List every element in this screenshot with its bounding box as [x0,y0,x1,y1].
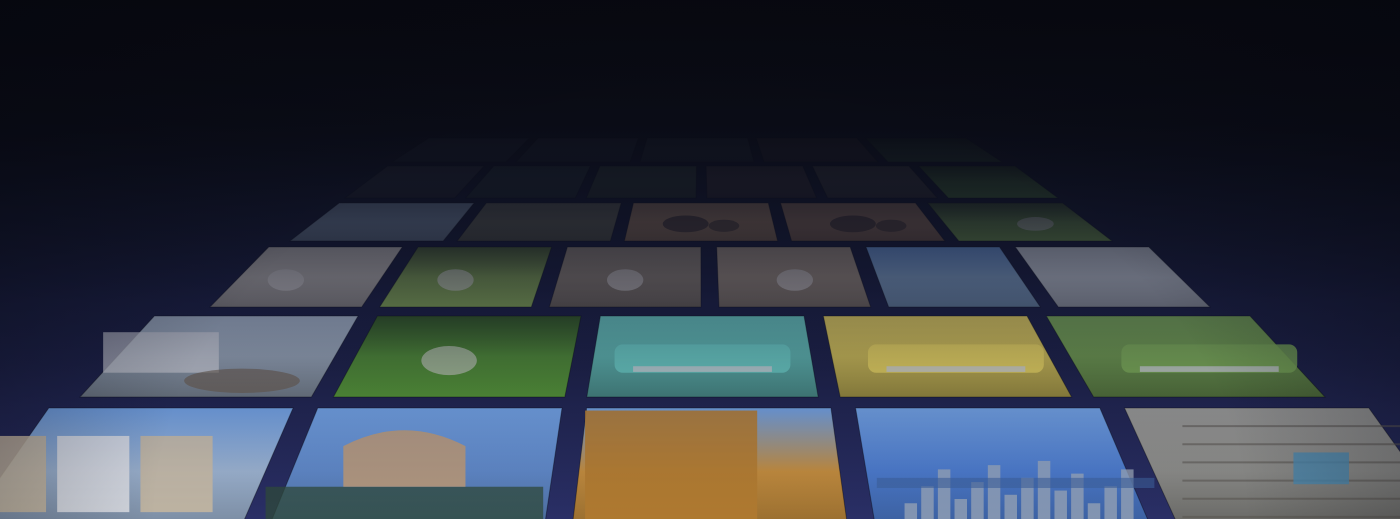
photo-tile-rotunda [265,407,563,519]
photo-tile-skyline [854,407,1155,519]
photo-tile-cat-grass [378,246,553,308]
photo-tile-dim [514,137,640,163]
photo-tile-car-yellow [822,315,1073,398]
photo-tile-dim [343,165,486,199]
photo-tile-tower [572,407,848,519]
photo-tile-coast [865,246,1042,308]
photo-tile-car-teal [586,315,819,398]
photo-tile-dim [464,165,592,199]
photo-tile-grass [864,137,1004,163]
photo-tile-wood-wall [1123,407,1400,519]
photo-tile-car-blue [1045,315,1327,398]
photo-tile-houses [0,407,294,519]
photo-tile-garden-house [78,315,359,398]
photo-tile-cat-room [208,246,404,308]
photo-tile-dim [755,137,880,163]
photo-tile-field [456,202,622,242]
photo-tile-snow [1014,246,1212,308]
photo-tile-cat-deck [548,246,702,308]
photo-tile-dim [811,165,939,199]
photo-tile-elephants [779,202,946,242]
photo-tile-dim [639,137,755,163]
photo-tile-snow [288,202,476,242]
photo-tile-dog-grass [926,202,1114,242]
photo-tile-dog-lawn [332,315,582,398]
photo-tile-cat-deck [716,246,872,308]
photo-tile-dim [390,137,531,163]
photo-tile-dim [585,165,697,199]
photo-tile-grass [917,165,1060,199]
photo-tile-elephants [623,202,779,242]
photo-tile-dim [705,165,818,199]
